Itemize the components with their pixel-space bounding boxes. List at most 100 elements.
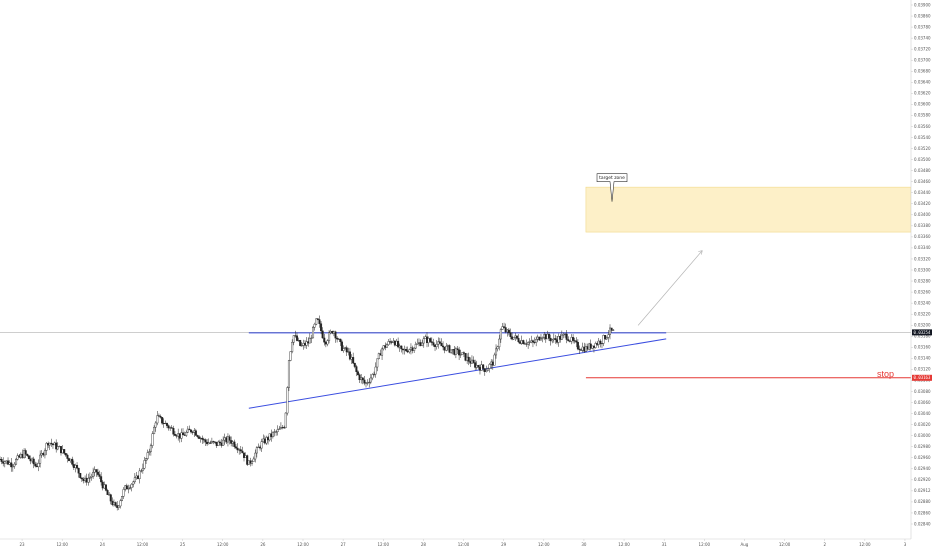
y-tick-label: 0.02920 [914, 477, 931, 482]
candle-body [175, 435, 178, 437]
candle [408, 348, 411, 354]
candle [157, 413, 160, 417]
x-tick-label: 27 [341, 542, 347, 547]
candle-body [190, 429, 193, 433]
y-tick-label: 0.03440 [914, 190, 931, 195]
candle-body [183, 434, 186, 436]
candle-body [307, 341, 310, 344]
candle [100, 472, 103, 486]
candle [499, 328, 502, 343]
stop-price-tag-text: 0.03163 [914, 375, 931, 380]
y-tick-label: 0.03500 [914, 157, 931, 162]
candle [522, 339, 525, 345]
candle [80, 477, 83, 482]
candle [77, 467, 80, 478]
candle-body [430, 341, 433, 343]
candle-body [478, 367, 481, 371]
candle-body [108, 494, 111, 496]
candle [551, 339, 554, 344]
candle-body [100, 476, 103, 483]
candle [422, 336, 425, 348]
candle-body [366, 382, 369, 384]
candle [279, 422, 282, 430]
candle-body [499, 329, 502, 340]
candle-body [122, 489, 125, 497]
candle [106, 488, 109, 495]
candle-body [591, 345, 594, 349]
candle-body [196, 435, 199, 437]
candle-body [570, 337, 573, 342]
candle-body [164, 423, 167, 425]
candle [201, 435, 204, 444]
candle-body [180, 432, 183, 439]
candle [151, 431, 154, 449]
x-tick-label: 12:00 [458, 542, 470, 547]
candle-body [304, 343, 307, 346]
candle-body [103, 484, 106, 489]
candle [467, 352, 470, 366]
candle-body [87, 478, 90, 483]
current-price-tag-text: 0.03254 [914, 330, 931, 335]
candle-body [206, 441, 209, 445]
candle-body [116, 505, 119, 508]
candle-body [323, 337, 326, 343]
candle [133, 473, 136, 484]
y-tick-label: 0.03260 [914, 289, 931, 294]
candle [336, 336, 339, 343]
y-tick-label: 0.03080 [914, 389, 931, 394]
candle-body [336, 337, 339, 340]
candle-body [23, 450, 26, 458]
candle [313, 322, 316, 331]
candle [209, 440, 212, 444]
candle-body [609, 327, 612, 335]
candle-body [576, 342, 579, 350]
candle-body [146, 452, 149, 459]
candle-body [157, 415, 160, 417]
candle-body [191, 431, 194, 433]
candle [141, 463, 144, 474]
candle-body [53, 442, 56, 446]
candle-body [414, 344, 417, 349]
candle [539, 334, 542, 341]
candle [495, 344, 498, 359]
candle [159, 414, 162, 419]
candle-body [234, 446, 237, 449]
candle-body [506, 329, 509, 333]
candle-body [80, 477, 83, 480]
y-tick-label: 0.03120 [914, 367, 931, 372]
candle [599, 339, 602, 348]
x-tick-label: Aug [741, 542, 749, 547]
y-tick-label: 0.03520 [914, 146, 931, 151]
candle-body [231, 441, 234, 444]
candle-body [443, 346, 446, 351]
candle-body [88, 477, 91, 479]
candle-body [202, 439, 205, 441]
x-tick-label: 24 [100, 542, 106, 547]
candle-body [429, 338, 432, 342]
candle-body [454, 348, 457, 355]
candle-body [238, 449, 241, 451]
candle-body [565, 333, 568, 340]
candle [79, 472, 82, 479]
candle-body [373, 373, 376, 375]
candle-body [487, 368, 490, 371]
y-tick-label: 0.03160 [914, 345, 931, 350]
candle [416, 338, 419, 345]
candle-body [559, 336, 562, 340]
candle-body [557, 336, 560, 343]
candle [233, 439, 236, 449]
candle-body [312, 327, 315, 339]
y-tick-label: 0.03460 [914, 179, 931, 184]
candle [95, 469, 98, 477]
candle [119, 498, 122, 509]
candle [512, 337, 515, 340]
candle [321, 327, 324, 339]
candle [299, 339, 302, 347]
x-tick-label: 12:00 [137, 542, 149, 547]
candle-body [519, 341, 522, 344]
candle-body [252, 458, 255, 462]
candle-body [137, 475, 140, 479]
candle-body [539, 338, 542, 341]
